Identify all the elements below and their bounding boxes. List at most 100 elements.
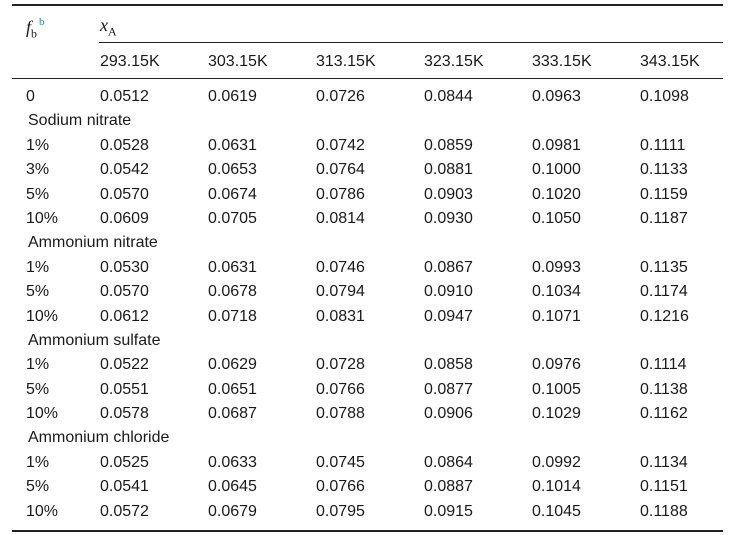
value-cell: 0.0858 (424, 356, 473, 374)
value-cell: 0.0963 (532, 88, 581, 105)
value-cell: 0.1162 (640, 405, 688, 423)
fraction-cell: 0 (26, 88, 35, 105)
value-cell: 0.0645 (208, 478, 257, 496)
value-cell: 0.0794 (316, 283, 365, 301)
value-cell: 0.0947 (424, 307, 473, 325)
value-cell: 0.0631 (208, 258, 257, 276)
value-cell: 0.0867 (424, 258, 473, 276)
header-bottom-rule (12, 78, 723, 79)
value-cell: 0.0930 (424, 209, 473, 227)
value-cell: 0.0726 (316, 88, 365, 105)
value-cell: 0.0570 (100, 185, 149, 203)
value-cell: 0.0766 (316, 478, 365, 496)
value-cell: 0.0541 (100, 478, 149, 496)
table-row: 5% 0.0541 0.0645 0.0766 0.0887 0.1014 0.1151 (12, 475, 723, 499)
value-cell: 0.1098 (640, 88, 689, 105)
value-cell: 0.0528 (100, 136, 149, 154)
value-cell: 0.0609 (100, 209, 149, 227)
value-cell: 0.0633 (208, 453, 257, 471)
value-cell: 0.0653 (208, 161, 257, 179)
temperature-header: 343.15K (640, 53, 700, 70)
fraction-cell: 5% (26, 380, 50, 398)
value-cell: 0.0679 (208, 502, 257, 520)
value-cell: 0.0993 (532, 258, 581, 276)
value-cell: 0.1138 (640, 380, 688, 398)
temperature-header: 323.15K (424, 53, 484, 70)
value-cell: 0.1159 (640, 185, 688, 203)
group-label: Ammonium chloride (28, 429, 170, 447)
fraction-cell: 10% (26, 405, 59, 423)
value-cell: 0.0530 (100, 258, 149, 276)
value-cell: 0.0788 (316, 405, 365, 423)
value-cell: 0.0542 (100, 161, 149, 179)
table-row: 1% 0.0525 0.0633 0.0745 0.0864 0.0992 0.1134 (12, 451, 723, 475)
fraction-cell: 10% (26, 209, 59, 227)
value-cell: 0.0631 (208, 136, 257, 154)
fraction-cell: 10% (26, 502, 59, 520)
table-row: 1% 0.0522 0.0629 0.0728 0.0858 0.0976 0.1114 (12, 353, 723, 377)
table-header: fbb xA 293.15K 303.15K 313.15K 323.15K 3… (12, 6, 723, 78)
value-cell: 0.0525 (100, 453, 149, 471)
value-cell: 0.0572 (100, 502, 149, 520)
value-cell: 0.0612 (100, 307, 149, 325)
value-cell: 0.1187 (640, 209, 688, 227)
value-cell: 0.0766 (316, 380, 365, 398)
fraction-cell: 5% (26, 185, 50, 203)
value-cell: 0.1071 (532, 307, 581, 325)
value-cell: 0.0619 (208, 88, 257, 105)
table-top-rule (12, 4, 723, 6)
group-label-row: Sodium nitrate (12, 109, 723, 133)
fraction-cell: 1% (26, 258, 50, 276)
table-row: 5% 0.0570 0.0674 0.0786 0.0903 0.1020 0.1159 (12, 183, 723, 207)
value-cell: 0.1045 (532, 502, 581, 520)
value-cell: 0.1216 (640, 307, 689, 325)
fb-column-header: fbb (26, 16, 45, 42)
table-row: 1% 0.0528 0.0631 0.0742 0.0859 0.0981 0.1111 (12, 134, 723, 158)
value-cell: 0.0728 (316, 356, 365, 374)
value-cell: 0.0512 (100, 88, 149, 105)
value-cell: 0.0674 (208, 185, 257, 203)
value-cell: 0.0705 (208, 209, 257, 227)
value-cell: 0.0795 (316, 502, 365, 520)
value-cell: 0.0864 (424, 453, 473, 471)
value-cell: 0.0745 (316, 453, 365, 471)
value-cell: 0.1000 (532, 161, 581, 179)
temperature-header: 333.15K (532, 53, 592, 70)
table-row: 10% 0.0572 0.0679 0.0795 0.0915 0.1045 0.1188 (12, 500, 723, 524)
temperature-header-row: 293.15K 303.15K 313.15K 323.15K 333.15K … (12, 50, 723, 74)
table-row: 1% 0.0530 0.0631 0.0746 0.0867 0.0993 0.1135 (12, 256, 723, 280)
group-label-row: Ammonium nitrate (12, 231, 723, 255)
fraction-cell: 1% (26, 356, 50, 374)
header-sub-rule (99, 42, 723, 43)
value-cell: 0.0877 (424, 380, 473, 398)
value-cell: 0.0570 (100, 283, 149, 301)
table-row: 5% 0.0551 0.0651 0.0766 0.0877 0.1005 0.1138 (12, 378, 723, 402)
temperature-header: 293.15K (100, 53, 160, 70)
solubility-table: fbb xA 293.15K 303.15K 313.15K 323.15K 3… (12, 4, 723, 533)
fb-footnote-marker[interactable]: b (39, 16, 45, 28)
fraction-cell: 5% (26, 478, 50, 496)
value-cell: 0.0687 (208, 405, 257, 423)
table-row: 10% 0.0578 0.0687 0.0788 0.0906 0.1029 0.1162 (12, 402, 723, 426)
fraction-cell: 10% (26, 307, 59, 325)
fb-symbol: f (26, 17, 32, 37)
fb-subscript: b (31, 26, 38, 41)
value-cell: 0.1034 (532, 283, 581, 301)
xa-subscript: A (108, 24, 117, 39)
group-label-row: Ammonium chloride (12, 426, 723, 450)
value-cell: 0.1014 (532, 478, 581, 496)
xa-symbol: x (100, 15, 108, 35)
value-cell: 0.0786 (316, 185, 365, 203)
table-body: 0 0.0512 0.0619 0.0726 0.0844 0.0963 0.1098 Sod… (12, 79, 723, 530)
value-cell: 0.0887 (424, 478, 473, 496)
value-cell: 0.0578 (100, 405, 149, 423)
value-cell: 0.1135 (640, 258, 688, 276)
value-cell: 0.0844 (424, 88, 473, 105)
value-cell: 0.0910 (424, 283, 473, 301)
value-cell: 0.1188 (640, 502, 688, 520)
table-row: 3% 0.0542 0.0653 0.0764 0.0881 0.1000 0.1133 (12, 158, 723, 182)
fraction-cell: 5% (26, 283, 50, 301)
value-cell: 0.1029 (532, 405, 581, 423)
value-cell: 0.0742 (316, 136, 365, 154)
value-cell: 0.0903 (424, 185, 473, 203)
